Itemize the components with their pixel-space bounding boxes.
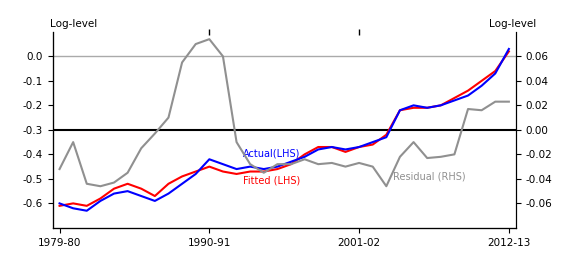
- Text: Actual(LHS): Actual(LHS): [243, 148, 301, 158]
- Text: Residual (RHS): Residual (RHS): [393, 171, 466, 182]
- Text: Fitted (LHS): Fitted (LHS): [243, 175, 301, 185]
- Text: Log-level: Log-level: [489, 19, 536, 29]
- Text: Log-level: Log-level: [50, 19, 97, 29]
